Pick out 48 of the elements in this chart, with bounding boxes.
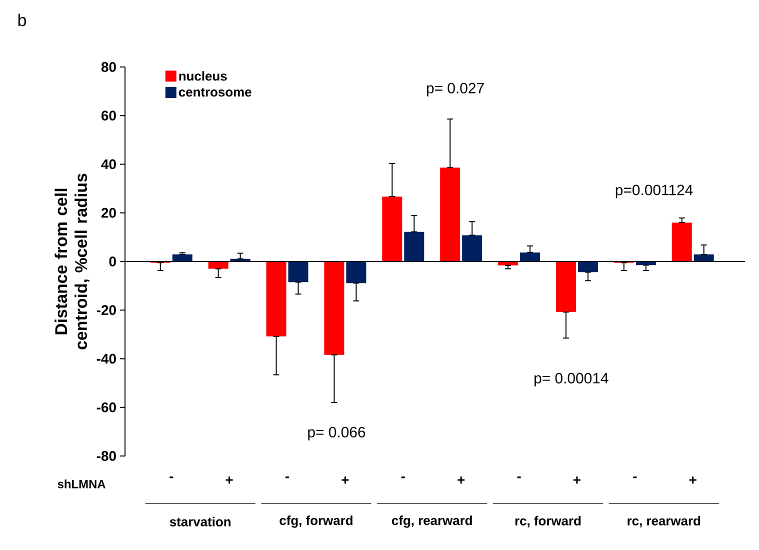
bar (208, 261, 228, 269)
y-tick-label: 80 (101, 62, 116, 72)
annotation: p= 0.066 (308, 426, 366, 440)
y-tick-label: 20 (101, 208, 116, 218)
bar (578, 261, 598, 272)
text: shLMNA (58, 480, 106, 488)
x-tick-label: + (458, 476, 465, 484)
y-tick-label: -40 (96, 354, 116, 364)
x-tick-label: + (573, 476, 580, 484)
annotation: p=0.001124 (616, 184, 693, 198)
text: cfg, forward (280, 516, 352, 528)
bar (462, 235, 482, 262)
bar (288, 261, 308, 282)
text: rc, forward (515, 516, 581, 528)
y-tick-label: -80 (96, 451, 116, 461)
text: b (18, 14, 26, 26)
text: starvation (170, 516, 230, 526)
y-tick-label: -60 (96, 402, 116, 412)
bar (520, 252, 540, 262)
x-tick-label: - (517, 476, 521, 478)
bar (440, 168, 460, 262)
x-tick-label: + (342, 476, 349, 484)
y-axis-title: Distance from cell centroid, %cell radius (54, 174, 90, 350)
bar (346, 261, 366, 284)
annotation: p= 0.027 (426, 82, 484, 96)
bar (556, 261, 576, 312)
y-tick-label: 60 (101, 110, 116, 121)
bar (382, 196, 402, 262)
x-tick-label: - (633, 476, 637, 478)
x-tick-label: + (226, 476, 233, 484)
bar (266, 261, 286, 336)
x-tick-label: - (170, 476, 174, 478)
text: rc, rearward (628, 516, 700, 528)
x-tick-label: - (285, 476, 290, 478)
x-tick-label: + (689, 476, 696, 484)
legend-label: nucleus (179, 71, 227, 81)
bar (324, 261, 344, 355)
y-tick-label: -20 (96, 305, 116, 316)
bar (672, 222, 692, 262)
y-tick-label: 0 (109, 256, 116, 266)
legend-label: centrosome (178, 88, 252, 97)
bar (172, 254, 192, 262)
bar (404, 232, 424, 262)
y-tick-label: 40 (101, 159, 116, 170)
annotation: p= 0.00014 (534, 372, 608, 386)
bar (694, 254, 714, 262)
text: cfg, rearward (392, 516, 472, 528)
x-tick-label: - (401, 476, 405, 478)
